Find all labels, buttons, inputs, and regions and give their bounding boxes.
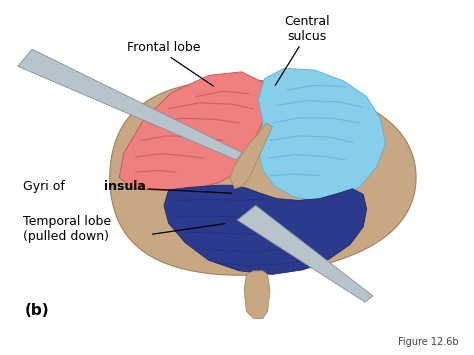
Polygon shape: [230, 123, 273, 189]
Text: Gyri of: Gyri of: [23, 180, 68, 193]
Text: insula: insula: [104, 180, 146, 193]
Text: Frontal lobe: Frontal lobe: [127, 40, 201, 54]
Polygon shape: [244, 271, 270, 318]
Polygon shape: [164, 185, 366, 274]
Polygon shape: [258, 68, 385, 200]
Polygon shape: [110, 80, 416, 275]
Text: Temporal lobe
(pulled down): Temporal lobe (pulled down): [23, 214, 111, 242]
Polygon shape: [237, 206, 373, 302]
Polygon shape: [18, 49, 242, 160]
Text: Figure 12.6b: Figure 12.6b: [398, 337, 458, 346]
Text: Central
sulcus: Central sulcus: [284, 15, 329, 43]
Polygon shape: [119, 72, 268, 191]
Text: (b): (b): [25, 304, 50, 318]
